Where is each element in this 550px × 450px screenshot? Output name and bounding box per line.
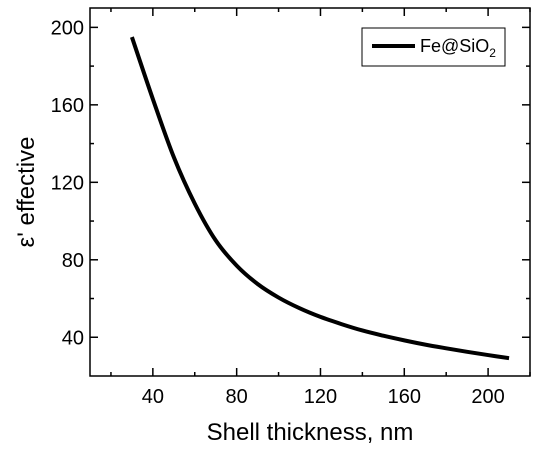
- y-tick-label: 120: [51, 172, 84, 194]
- y-tick-label: 200: [51, 17, 84, 39]
- y-tick-label: 160: [51, 95, 84, 117]
- x-axis-title: Shell thickness, nm: [207, 419, 414, 446]
- series-line-fe-sio2: [130, 36, 510, 361]
- y-tick-label: 80: [62, 250, 84, 272]
- x-tick-label: 200: [471, 386, 504, 408]
- y-tick-label: 40: [62, 327, 84, 349]
- axis-ticks: [90, 8, 531, 376]
- x-tick-label: 160: [388, 386, 421, 408]
- x-tick-label: 80: [226, 386, 248, 408]
- legend-label-fe-sio2: Fe@SiO2: [420, 36, 496, 60]
- y-axis-title: ε' effective: [13, 137, 40, 248]
- legend: Fe@SiO2: [361, 27, 506, 67]
- legend-label-subscript: 2: [489, 46, 496, 60]
- plot-frame: [89, 7, 531, 377]
- axis-tick-labels: 40 80 120 160 200 40 80 120 160 200: [51, 17, 505, 408]
- x-tick-label: 40: [142, 386, 164, 408]
- x-tick-label: 120: [304, 386, 337, 408]
